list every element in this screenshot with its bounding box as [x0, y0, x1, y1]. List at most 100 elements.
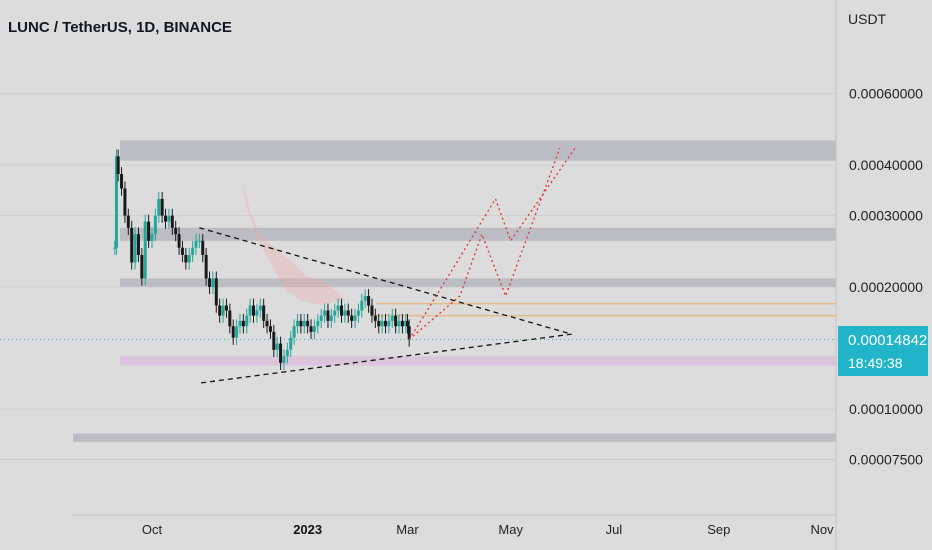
candle-body — [370, 305, 374, 316]
candle-body — [316, 320, 320, 327]
candle-body — [177, 234, 181, 248]
price-zones — [73, 140, 836, 442]
candle-body — [218, 305, 222, 316]
candle-body — [187, 254, 191, 263]
horizontal-levels — [0, 302, 836, 340]
candle-body — [224, 305, 228, 311]
candle-body — [113, 247, 117, 249]
candle-body — [383, 320, 387, 327]
x-tick-label: Oct — [142, 522, 163, 537]
candle-body — [363, 296, 367, 301]
candle-body — [231, 326, 235, 338]
x-tick-label: Sep — [707, 522, 730, 537]
candle-body — [245, 315, 249, 327]
candle-body — [323, 310, 327, 316]
triangle-upper-trendline — [199, 227, 572, 335]
candle-body — [343, 310, 347, 316]
candle-body — [299, 320, 303, 327]
candle-body — [296, 320, 300, 327]
x-tick-label: Jul — [606, 522, 623, 537]
candle-body — [248, 305, 252, 316]
candle-body — [255, 310, 259, 316]
candle-body — [279, 343, 283, 363]
candle-body — [302, 320, 306, 327]
candle-body — [197, 240, 201, 242]
candle-body — [235, 326, 239, 338]
candle-body — [167, 215, 171, 222]
candle-body — [201, 240, 205, 255]
candle-body — [157, 198, 161, 216]
resistance-zone-low — [120, 278, 836, 287]
candle-body — [282, 356, 286, 363]
candle-body — [333, 310, 337, 316]
candle-body — [208, 278, 212, 287]
candle-body — [292, 326, 296, 338]
drawn-trendlines — [199, 227, 572, 384]
current-price-tag: 0.00014842 18:49:38 — [838, 326, 928, 376]
x-tick-label: Mar — [396, 522, 419, 537]
y-tick-label: 0.00030000 — [849, 208, 923, 224]
resistance-zone-mid — [120, 227, 836, 241]
candle-body — [275, 343, 279, 350]
y-tick-label: 0.00010000 — [849, 401, 923, 417]
x-tick-label: 2023 — [293, 522, 322, 537]
candle-body — [350, 315, 354, 321]
candle-body — [252, 305, 256, 316]
candle-body — [285, 349, 289, 357]
y-tick-label: 0.00040000 — [849, 157, 923, 173]
candlestick-series — [113, 149, 411, 371]
y-tick-label: 0.00020000 — [849, 279, 923, 295]
y-axis[interactable]: 0.00060000 0.00040000 0.00030000 0.00020000… — [835, 0, 923, 550]
candle-body — [397, 320, 401, 327]
candle-body — [326, 310, 330, 321]
candle-body — [130, 227, 134, 263]
candle-body — [160, 198, 164, 216]
volume-profile-shade — [242, 178, 345, 305]
candle-body — [214, 278, 218, 306]
candle-body — [329, 315, 333, 321]
candle-body — [339, 305, 343, 316]
y-tick-label: 0.00007500 — [849, 452, 923, 468]
candle-countdown: 18:49:38 — [848, 355, 903, 371]
candle-body — [180, 247, 184, 255]
candle-body — [405, 320, 409, 327]
candle-body — [184, 254, 188, 263]
candle-body — [194, 240, 198, 248]
candle-body — [377, 320, 381, 327]
candle-body — [150, 234, 154, 241]
candle-body — [170, 215, 174, 228]
support-zone-bottom — [73, 433, 836, 442]
candle-body — [272, 331, 276, 350]
candle-body — [407, 326, 411, 340]
candle-body — [204, 254, 208, 279]
x-axis[interactable]: Oct 2023 Mar May Jul Sep Nov — [72, 514, 836, 537]
candle-body — [373, 315, 377, 321]
candle-body — [120, 174, 124, 189]
candle-body — [258, 305, 262, 311]
candle-body — [136, 234, 140, 255]
candle-body — [312, 326, 316, 332]
current-price-value: 0.00014842 — [848, 332, 928, 349]
candle-body — [289, 337, 293, 350]
candle-body — [221, 305, 225, 316]
resistance-zone-top — [120, 140, 836, 161]
chart-title: LUNC / TetherUS, 1D, BINANCE — [8, 19, 232, 36]
candle-body — [394, 315, 398, 327]
candle-body — [114, 156, 118, 248]
candle-body — [238, 320, 242, 327]
candle-body — [143, 221, 147, 279]
candle-body — [164, 215, 168, 222]
candle-body — [126, 215, 130, 228]
candle-body — [268, 326, 272, 332]
candle-body — [241, 320, 245, 327]
x-tick-label: May — [498, 522, 523, 537]
candle-body — [404, 320, 408, 327]
candle-body — [367, 296, 371, 306]
y-unit-label: USDT — [848, 11, 887, 27]
candle-body — [356, 310, 360, 316]
projection-paths — [408, 147, 576, 340]
candle-body — [262, 305, 266, 321]
candle-body — [123, 188, 127, 216]
